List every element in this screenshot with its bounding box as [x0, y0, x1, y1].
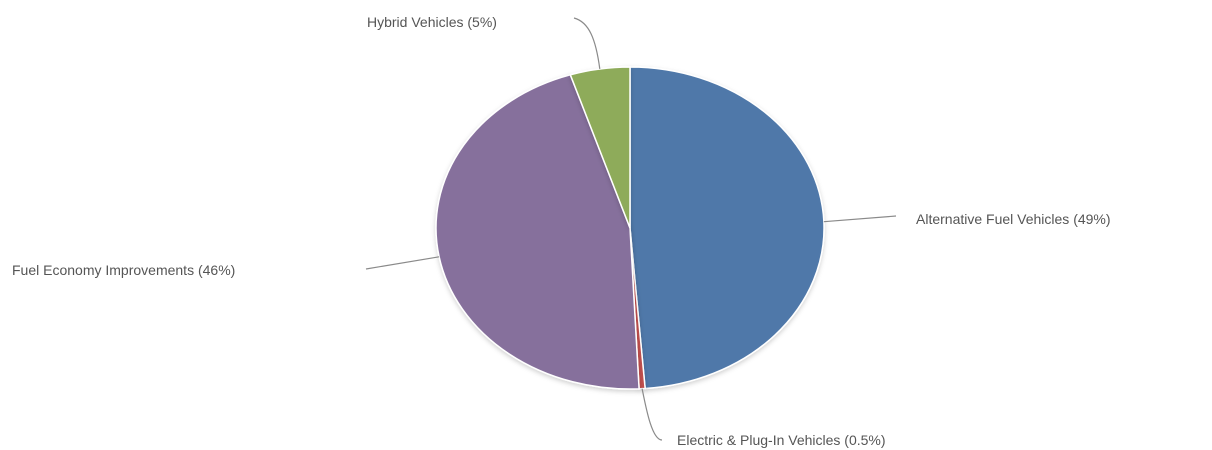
- leader-lines: [365, 17, 897, 441]
- slice-leader-line: [365, 256, 440, 270]
- slice-label: Electric & Plug-In Vehicles (0.5%): [677, 432, 886, 448]
- slice-label: Fuel Economy Improvements (46%): [12, 262, 235, 278]
- pie-slice: [569, 66, 631, 229]
- slice-leader-line: [641, 388, 663, 441]
- slice-leader-line: [573, 17, 601, 70]
- slice-label: Alternative Fuel Vehicles (49%): [916, 211, 1111, 227]
- slice-leader-line: [823, 215, 897, 223]
- pie-slice: [629, 66, 825, 390]
- pie-slice: [435, 73, 640, 390]
- slice-labels: Alternative Fuel Vehicles (49%) Electric …: [12, 14, 1111, 448]
- slice-label: Hybrid Vehicles (5%): [367, 14, 497, 30]
- pie-slices: [435, 66, 825, 390]
